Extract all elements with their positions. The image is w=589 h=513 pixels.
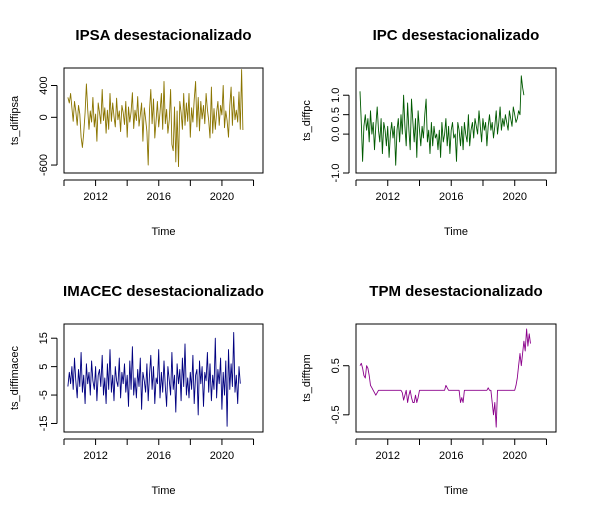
x-tick-label: 2020 [210, 450, 234, 462]
y-tick-label: 1.0 [330, 88, 342, 103]
chart-title: IMACEC desestacionalizado [63, 283, 264, 300]
chart-panel-2: IPC desestacionalizado 2012 2016 2020 Time -1… [301, 27, 557, 238]
x-tick-label: 2016 [439, 191, 463, 203]
y-tick-label: 0.0 [330, 126, 342, 141]
y-tick-label: -1.0 [330, 164, 342, 183]
chart-panel-3: IMACEC desestacionalizado 2012 2016 2020 Tim… [9, 283, 264, 497]
series-line [359, 328, 531, 428]
y-tick-label: 5 [38, 364, 50, 370]
series-line [67, 69, 244, 168]
x-axis-label: Time [151, 485, 175, 497]
x-axis-label: Time [151, 226, 175, 238]
y-axis-label: ts_diffpc [301, 100, 313, 141]
x-tick-label: 2012 [83, 450, 107, 462]
y-tick-label: -0.5 [330, 405, 342, 424]
x-tick-label: 2016 [439, 450, 463, 462]
y-tick-label: 0 [38, 114, 50, 120]
plot-frame [355, 67, 557, 174]
series-line [359, 75, 525, 166]
y-tick-label: 0.5 [330, 358, 342, 373]
y-tick-label: -600 [38, 154, 50, 176]
plot-frame [63, 67, 264, 174]
y-axis-label: ts_diffimacec [9, 346, 21, 410]
y-tick-label: 400 [38, 76, 50, 94]
x-tick-label: 2012 [83, 191, 107, 203]
x-tick-label: 2020 [502, 191, 526, 203]
x-tick-label: 2012 [376, 191, 400, 203]
x-tick-label: 2020 [502, 450, 526, 462]
y-axis-label: ts_diffipsa [9, 95, 21, 145]
y-tick-label: -15 [38, 416, 50, 432]
chart-title: IPC desestacionalizado [373, 27, 540, 44]
plot-frame [355, 323, 557, 433]
x-tick-label: 2012 [376, 450, 400, 462]
x-axis-label: Time [444, 226, 468, 238]
y-tick-label: 0.5 [330, 107, 342, 122]
x-tick-label: 2016 [147, 450, 171, 462]
chart-title: IPSA desestacionalizado [75, 27, 251, 44]
chart-panel-1: IPSA desestacionalizado 2012 2016 2020 Time -… [9, 27, 264, 238]
y-tick-label: 15 [38, 332, 50, 344]
plot-frame [63, 323, 264, 433]
y-tick-label: -5 [38, 390, 50, 400]
x-tick-label: 2016 [147, 191, 171, 203]
x-tick-label: 2020 [210, 191, 234, 203]
chart-panel-4: TPM desestacionalizado 2012 2016 2020 Time -0… [301, 283, 557, 497]
x-axis-label: Time [444, 485, 468, 497]
series-line [67, 332, 241, 427]
y-axis-label: ts_difftpm [301, 354, 313, 402]
chart-title: TPM desestacionalizado [369, 283, 542, 300]
